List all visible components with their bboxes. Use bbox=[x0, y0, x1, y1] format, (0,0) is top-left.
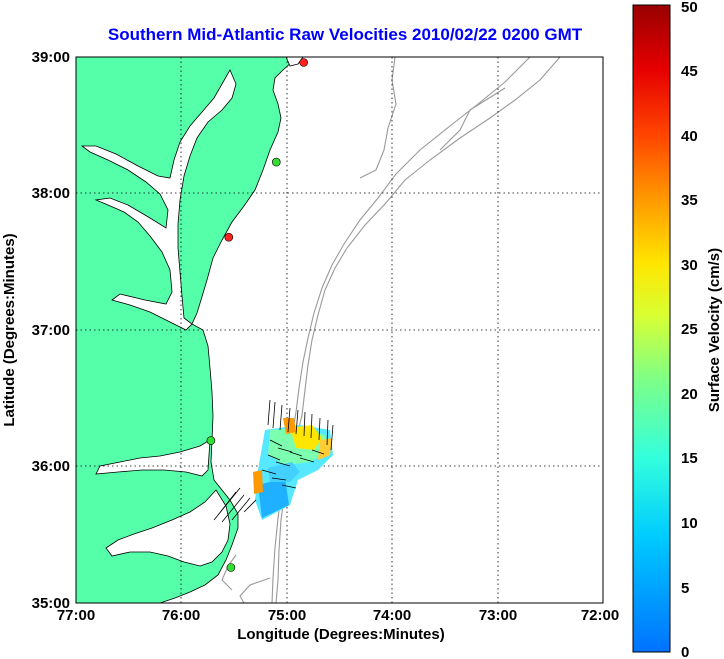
map-plot-area bbox=[76, 57, 603, 603]
y-tick-label: 35:00 bbox=[32, 595, 70, 612]
station-marker bbox=[226, 563, 236, 572]
colorbar-ticks: 0 5 10 15 20 25 30 35 40 45 50 bbox=[681, 0, 698, 659]
velocity-arrows bbox=[213, 399, 334, 523]
colorbar-tick-label: 0 bbox=[681, 644, 689, 659]
y-axis: 35:00 36:00 37:00 38:00 39:00 Latitude (… bbox=[1, 49, 70, 612]
delaware-bay bbox=[285, 57, 304, 67]
y-axis-label: Latitude (Degrees:Minutes) bbox=[1, 233, 18, 426]
colorbar-tick-label: 40 bbox=[681, 128, 698, 145]
radar-stations bbox=[206, 58, 309, 572]
y-tick-label: 39:00 bbox=[32, 49, 70, 66]
colorbar-tick-label: 15 bbox=[681, 450, 698, 467]
colorbar-gradient bbox=[632, 4, 671, 653]
station-marker bbox=[271, 157, 281, 167]
colorbar-tick-label: 35 bbox=[681, 192, 698, 209]
x-tick-label: 76:00 bbox=[162, 607, 200, 624]
colorbar-tick-label: 25 bbox=[681, 321, 698, 338]
grid-lines bbox=[76, 57, 603, 603]
x-tick-label: 77:00 bbox=[57, 607, 95, 624]
chesapeake-bay bbox=[80, 69, 237, 331]
albemarle-sound bbox=[95, 439, 211, 477]
colorbar-tick-label: 50 bbox=[681, 0, 698, 16]
station-marker bbox=[206, 436, 216, 445]
pamlico-sound bbox=[105, 489, 231, 567]
y-tick-label: 38:00 bbox=[32, 185, 70, 202]
velocity-field bbox=[253, 418, 333, 520]
x-tick-label: 72:00 bbox=[581, 607, 619, 624]
y-tick-label: 37:00 bbox=[32, 322, 70, 339]
x-tick-label: 75:00 bbox=[268, 607, 306, 624]
colorbar-tick-label: 30 bbox=[681, 257, 698, 274]
station-marker bbox=[224, 232, 234, 242]
plot-frame bbox=[75, 56, 604, 604]
colorbar-tick-label: 20 bbox=[681, 386, 698, 403]
colorbar-tick-label: 5 bbox=[681, 580, 689, 597]
chart-title: Southern Mid-Atlantic Raw Velocities 201… bbox=[108, 25, 583, 44]
x-tick-label: 74:00 bbox=[373, 607, 411, 624]
x-axis-label: Longitude (Degrees:Minutes) bbox=[237, 626, 445, 643]
x-axis: 77:00 76:00 75:00 74:00 73:00 72:00 Long… bbox=[57, 607, 619, 643]
colorbar-label: Surface Velocity (cm/s) bbox=[706, 248, 723, 412]
colorbar-tick-label: 45 bbox=[681, 63, 698, 80]
colorbar-tick-label: 10 bbox=[681, 515, 698, 532]
y-tick-label: 36:00 bbox=[32, 458, 70, 475]
station-marker bbox=[299, 58, 309, 67]
x-tick-label: 73:00 bbox=[479, 607, 517, 624]
colorbar: 0 5 10 15 20 25 30 35 40 45 50 Surface V… bbox=[632, 0, 723, 659]
